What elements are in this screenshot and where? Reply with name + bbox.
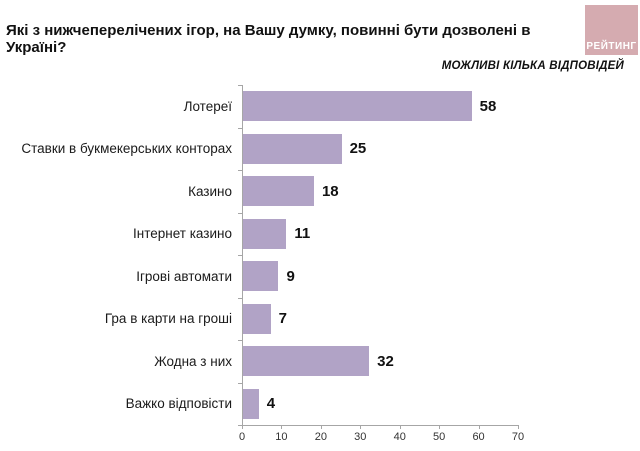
bar	[243, 346, 370, 377]
x-axis-tick	[320, 425, 322, 429]
value-label: 9	[286, 267, 295, 285]
value-label: 11	[294, 225, 311, 243]
y-axis-tick	[238, 85, 242, 86]
x-axis-tick	[242, 425, 243, 429]
x-axis-tick	[360, 425, 362, 429]
x-tick-label: 0	[238, 431, 246, 443]
x-axis-tick	[399, 425, 401, 429]
x-tick-label: 50	[433, 431, 446, 443]
y-axis-tick	[238, 297, 242, 299]
value-label: 58	[479, 97, 497, 115]
category-label: Жодна з них	[154, 353, 232, 369]
value-label: 18	[321, 182, 339, 200]
x-tick-label: 70	[511, 431, 525, 443]
chart-title: Які з нижчеперелічених ігор, на Вашу дум…	[6, 22, 531, 57]
bar	[243, 303, 271, 334]
rating-logo-label: РЕЙТИНГ	[586, 41, 637, 52]
y-axis-tick	[238, 382, 242, 384]
x-tick-label: 20	[314, 431, 327, 443]
category-label: Казино	[188, 183, 232, 199]
y-axis-tick	[238, 340, 242, 341]
x-axis-tick	[478, 425, 480, 429]
category-label: Важко відповісти	[125, 396, 232, 412]
x-axis-tick	[518, 425, 519, 429]
x-tick-label: 60	[472, 431, 485, 443]
y-axis-tick	[238, 425, 242, 426]
x-axis-tick	[439, 425, 441, 429]
bar	[243, 388, 259, 419]
bar	[243, 133, 342, 164]
bar	[243, 261, 279, 292]
value-label: 25	[349, 140, 367, 158]
chart-subtitle: МОЖЛИВІ КІЛЬКА ВІДПОВІДЕЙ	[441, 60, 624, 72]
x-tick-label: 40	[393, 431, 406, 443]
bar	[243, 218, 287, 249]
y-axis-tick	[238, 127, 242, 129]
x-tick-label: 30	[354, 431, 367, 443]
y-axis-tick	[238, 170, 242, 171]
y-axis-line	[242, 85, 243, 426]
bar	[243, 176, 314, 207]
bar	[243, 91, 472, 122]
x-axis-tick	[281, 425, 283, 429]
category-label: Ігрові автомати	[136, 268, 232, 284]
x-axis-line	[242, 425, 519, 426]
y-axis-tick	[238, 212, 242, 214]
value-label: 4	[266, 395, 276, 413]
category-label: Ставки в букмекерських конторах	[21, 141, 232, 157]
category-label: Лотереї	[183, 98, 232, 114]
rating-logo: РЕЙТИНГ	[585, 5, 638, 55]
category-label: Інтернет казино	[133, 226, 232, 242]
y-axis-tick	[238, 255, 242, 256]
value-label: 7	[278, 310, 287, 328]
x-tick-label: 10	[275, 431, 288, 443]
category-label: Гра в карти на гроші	[104, 311, 232, 327]
value-label: 32	[377, 352, 394, 370]
